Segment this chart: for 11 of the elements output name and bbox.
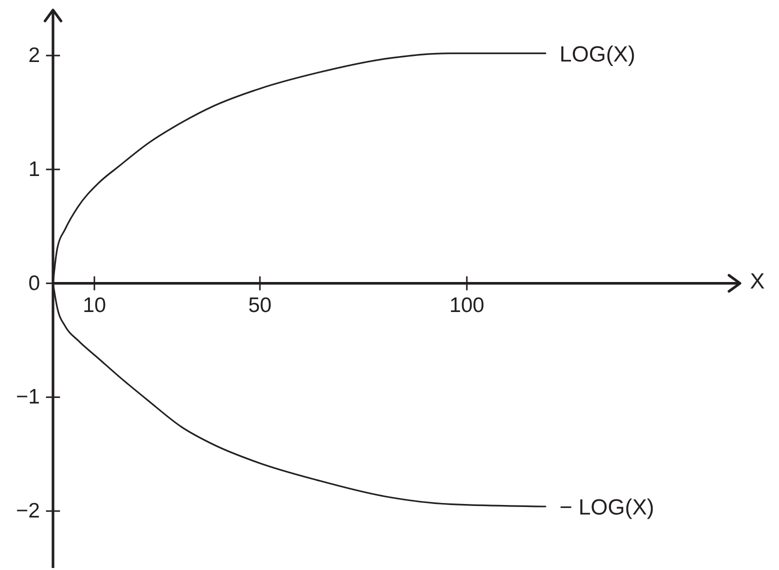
x-tick-label: 100 [449, 294, 484, 318]
x-tick-label: 10 [82, 294, 106, 318]
x-tick-label: 50 [248, 294, 272, 318]
series-label: − LOG(X) [559, 494, 654, 520]
x-axis-title: X [750, 268, 765, 293]
y-tick-label: 0 [28, 272, 40, 295]
y-tick-label: −2 [16, 500, 40, 523]
series-label: LOG(X) [559, 40, 636, 66]
y-tick-label: −1 [16, 386, 40, 409]
y-tick-label: 2 [28, 44, 40, 68]
y-tick-label: 1 [28, 158, 40, 181]
